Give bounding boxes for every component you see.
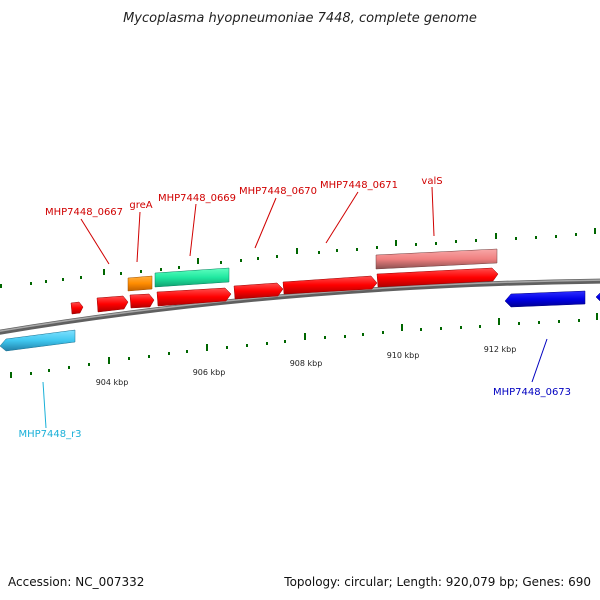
gene-arrow-blue-edge[interactable]	[595, 291, 600, 303]
gene-label-vals[interactable]: valS	[421, 176, 442, 187]
gene-label-0671[interactable]: MHP7448_0671	[320, 180, 398, 191]
gene-arrow-0671[interactable]	[282, 275, 378, 295]
genome-info-text: Topology: circular; Length: 920,079 bp; …	[283, 575, 591, 589]
gene-arrow-0673[interactable]	[504, 290, 586, 308]
gene-arrow-vals[interactable]	[376, 267, 499, 288]
gene-label-0670[interactable]: MHP7448_0670	[239, 186, 317, 197]
map-title: Mycoplasma hyopneumoniae 7448, complete …	[123, 11, 477, 26]
gene-label-0669[interactable]: MHP7448_0669	[158, 193, 236, 204]
label-leaders	[42, 186, 548, 429]
gene-arrow-small[interactable]	[70, 301, 84, 315]
scale-label-910: 910 kbp	[387, 351, 420, 360]
gene-features	[0, 248, 600, 352]
gene-arrow-0667[interactable]	[96, 295, 129, 313]
gene-box-orange[interactable]	[127, 275, 153, 292]
inner-tick-row	[10, 313, 598, 378]
gene-arrow-0669[interactable]	[156, 287, 232, 307]
gene-box-teal[interactable]	[154, 267, 230, 288]
scale-label-912: 912 kbp	[484, 345, 517, 354]
gene-arrow-grea[interactable]	[129, 293, 155, 309]
gene-label-grea[interactable]: greA	[129, 200, 152, 211]
outer-tick-row	[0, 228, 596, 288]
genome-backbone	[0, 278, 600, 335]
scale-label-906: 906 kbp	[193, 368, 226, 377]
gene-arrow-0670[interactable]	[233, 282, 284, 300]
scale-label-908: 908 kbp	[290, 359, 323, 368]
gene-arrow-r3[interactable]	[0, 329, 76, 352]
gene-label-r3[interactable]: MHP7448_r3	[18, 429, 81, 440]
accession-text: Accession: NC_007332	[8, 575, 144, 589]
scale-label-904: 904 kbp	[96, 378, 129, 387]
gene-label-0673[interactable]: MHP7448_0673	[493, 387, 571, 398]
gene-box-pink[interactable]	[375, 248, 498, 270]
gene-label-0667[interactable]: MHP7448_0667	[45, 207, 123, 218]
